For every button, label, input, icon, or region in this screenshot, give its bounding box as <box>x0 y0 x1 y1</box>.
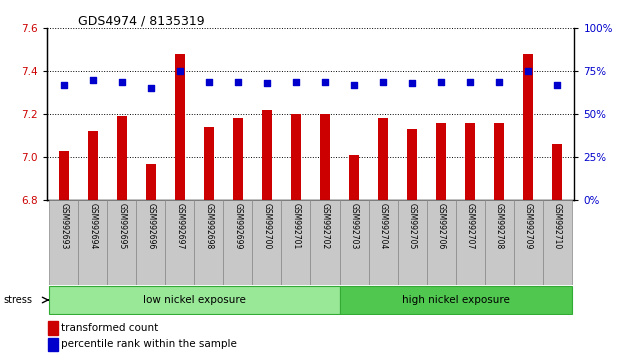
Point <box>117 79 127 84</box>
Bar <box>117 116 127 200</box>
Text: GSM992693: GSM992693 <box>60 202 68 249</box>
Bar <box>262 110 272 200</box>
Bar <box>465 123 475 200</box>
Bar <box>310 200 340 285</box>
Bar <box>233 119 243 200</box>
Bar <box>368 200 397 285</box>
Text: percentile rank within the sample: percentile rank within the sample <box>61 339 237 349</box>
Bar <box>137 200 165 285</box>
Point <box>291 79 301 84</box>
Point <box>204 79 214 84</box>
Point <box>552 82 562 88</box>
Bar <box>514 200 543 285</box>
Bar <box>436 123 446 200</box>
Text: GSM992695: GSM992695 <box>117 202 127 249</box>
Bar <box>48 338 58 351</box>
Bar <box>427 200 456 285</box>
Bar <box>253 200 281 285</box>
Point <box>233 79 243 84</box>
Text: stress: stress <box>3 295 32 305</box>
Point <box>262 80 272 86</box>
Text: GSM992694: GSM992694 <box>88 202 97 249</box>
Text: GSM992700: GSM992700 <box>263 202 271 249</box>
Bar <box>397 200 427 285</box>
Bar <box>320 114 330 200</box>
Text: GSM992710: GSM992710 <box>553 202 561 249</box>
Text: GSM992704: GSM992704 <box>379 202 388 249</box>
Point <box>523 68 533 74</box>
Point <box>465 79 475 84</box>
Point <box>88 77 98 83</box>
Text: GSM992699: GSM992699 <box>233 202 242 249</box>
Text: GSM992707: GSM992707 <box>466 202 474 249</box>
Point <box>146 86 156 91</box>
Point <box>407 80 417 86</box>
Point <box>378 79 388 84</box>
Text: GSM992698: GSM992698 <box>204 202 214 249</box>
Point <box>494 79 504 84</box>
Text: GSM992709: GSM992709 <box>524 202 533 249</box>
Bar <box>88 131 98 200</box>
Bar <box>456 200 484 285</box>
Text: GSM992705: GSM992705 <box>407 202 417 249</box>
Text: GSM992702: GSM992702 <box>320 202 330 249</box>
Point <box>175 68 185 74</box>
Point <box>59 82 69 88</box>
Text: high nickel exposure: high nickel exposure <box>402 295 509 305</box>
Bar <box>59 151 69 200</box>
Bar <box>378 119 388 200</box>
Bar <box>175 54 185 200</box>
Bar <box>50 200 78 285</box>
Bar <box>349 155 359 200</box>
Text: transformed count: transformed count <box>61 323 158 333</box>
Text: GDS4974 / 8135319: GDS4974 / 8135319 <box>78 14 204 27</box>
Bar <box>281 200 310 285</box>
Bar <box>146 164 156 200</box>
Text: GSM992708: GSM992708 <box>494 202 504 249</box>
Bar <box>340 286 571 314</box>
Bar <box>194 200 224 285</box>
Bar <box>494 123 504 200</box>
Text: GSM992703: GSM992703 <box>350 202 358 249</box>
Bar <box>543 200 571 285</box>
Bar <box>50 286 340 314</box>
Bar <box>291 114 301 200</box>
Bar <box>484 200 514 285</box>
Text: GSM992697: GSM992697 <box>176 202 184 249</box>
Bar <box>204 127 214 200</box>
Bar <box>107 200 137 285</box>
Text: GSM992706: GSM992706 <box>437 202 445 249</box>
Bar <box>407 129 417 200</box>
Bar <box>48 321 58 335</box>
Bar <box>340 200 368 285</box>
Point <box>436 79 446 84</box>
Bar <box>224 200 253 285</box>
Bar <box>523 54 533 200</box>
Point <box>349 82 359 88</box>
Bar <box>552 144 562 200</box>
Bar <box>165 200 194 285</box>
Text: low nickel exposure: low nickel exposure <box>143 295 246 305</box>
Text: GSM992701: GSM992701 <box>291 202 301 249</box>
Text: GSM992696: GSM992696 <box>147 202 155 249</box>
Point <box>320 79 330 84</box>
Bar <box>78 200 107 285</box>
